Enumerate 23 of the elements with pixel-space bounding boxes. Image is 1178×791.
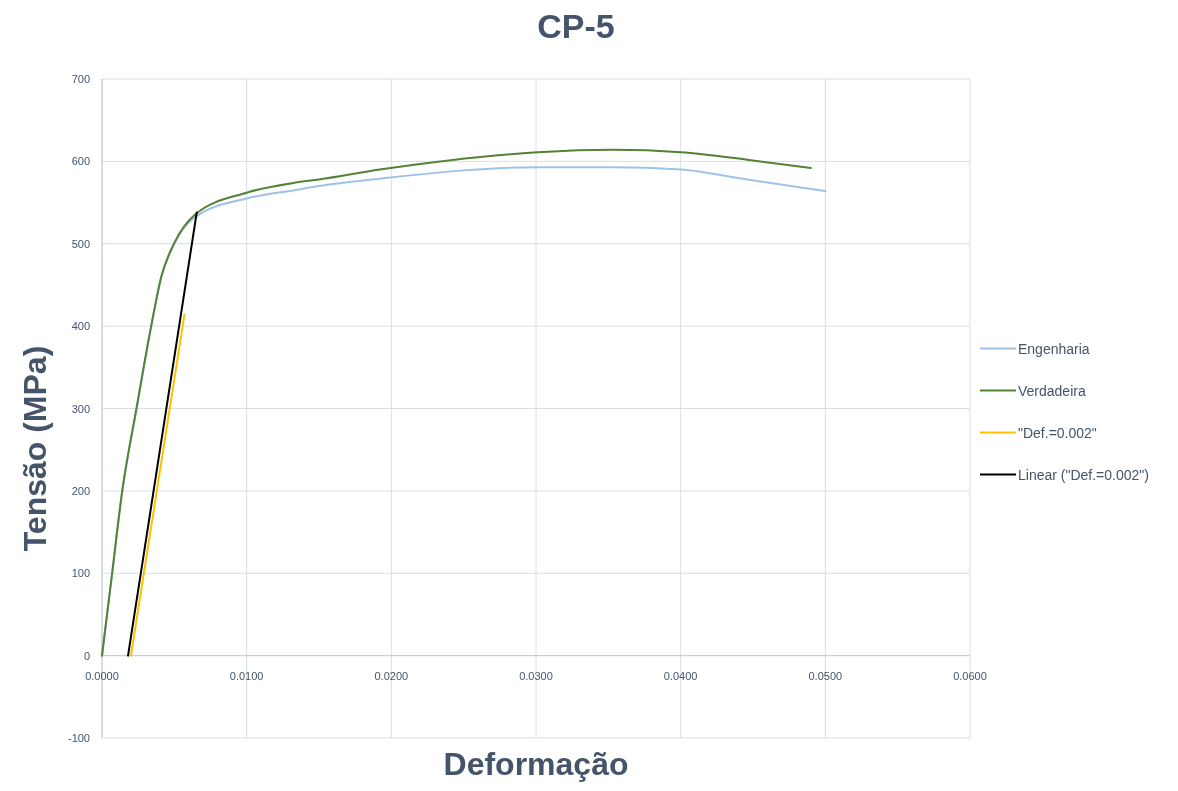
x-tick-label: 0.0600 (953, 669, 987, 682)
legend-label: Verdadeira (1018, 382, 1086, 399)
x-tick-label: 0.0100 (229, 669, 264, 682)
y-axis-title: Tensão (MPa) (17, 345, 53, 552)
y-tick-label: 700 (71, 73, 90, 85)
x-tick-label: 0.0400 (663, 669, 698, 682)
y-tick-label: 400 (71, 320, 90, 333)
y-tick-label: 200 (71, 484, 90, 497)
y-tick-label: 100 (71, 567, 90, 580)
x-tick-label: 0.0200 (374, 669, 409, 682)
legend-label: Engenharia (1018, 340, 1090, 357)
y-tick-label: 600 (71, 155, 90, 168)
chart-title: CP-5 (537, 7, 615, 45)
y-tick-label: 300 (71, 402, 90, 415)
x-tick-label: 0.0000 (85, 669, 119, 682)
x-axis-title: Deformação (443, 746, 629, 782)
y-tick-label: 500 (71, 237, 90, 250)
y-tick-label: -100 (67, 732, 90, 744)
legend-label: Linear ("Def.=0.002") (1018, 466, 1149, 483)
x-tick-label: 0.0300 (519, 669, 553, 682)
x-tick-label: 0.0500 (808, 669, 843, 682)
legend-label: "Def.=0.002" (1018, 424, 1097, 441)
y-tick-label: 0 (83, 649, 90, 662)
